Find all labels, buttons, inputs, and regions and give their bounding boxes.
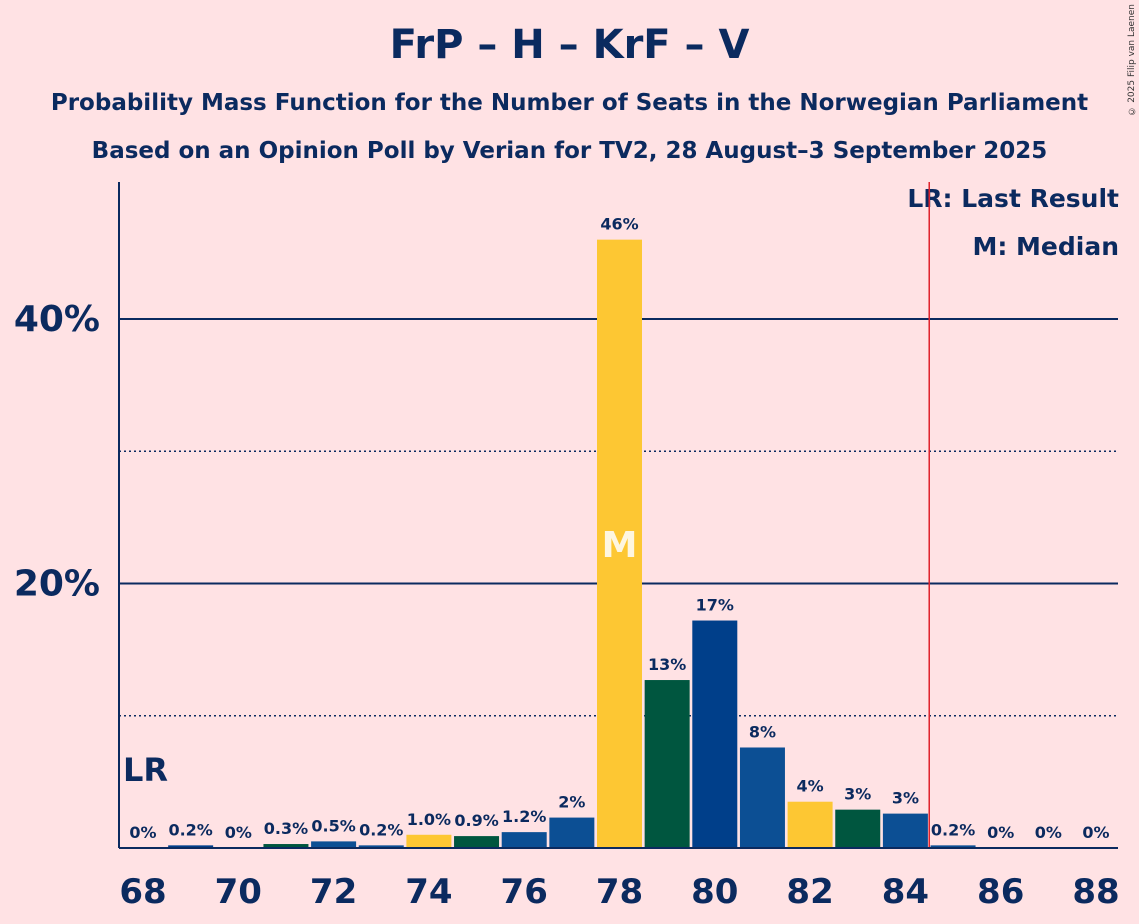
x-tick-label-72: 72	[310, 872, 357, 912]
bar-value-label-72: 0.5%	[311, 816, 355, 835]
bar-seat-71	[263, 844, 309, 848]
bar-value-label-81: 8%	[749, 722, 776, 741]
bar-seat-82	[787, 801, 833, 848]
bar-seat-77	[549, 817, 595, 848]
bar-value-label-74: 1.0%	[407, 810, 451, 829]
bar-value-label-71: 0.3%	[264, 819, 308, 838]
bar-value-label-77: 2%	[558, 793, 585, 812]
bar-value-label-84: 3%	[892, 789, 919, 808]
x-tick-label-86: 86	[977, 872, 1024, 912]
legend-last-result: LR: Last Result	[907, 184, 1119, 213]
bar-seat-83	[835, 809, 881, 848]
bar-value-label-78: 46%	[600, 215, 638, 234]
bar-seat-74	[406, 834, 452, 848]
bar-value-label-83: 3%	[844, 785, 871, 804]
bar-seat-69	[168, 845, 214, 848]
bar-seat-85	[930, 845, 976, 848]
bar-value-label-82: 4%	[797, 777, 824, 796]
bar-value-label-85: 0.2%	[931, 820, 975, 839]
x-tick-label-70: 70	[215, 872, 262, 912]
legend-median: M: Median	[972, 232, 1119, 261]
x-tick-label-68: 68	[119, 872, 166, 912]
bar-value-label-80: 17%	[696, 596, 734, 615]
bar-value-label-87: 0%	[1035, 823, 1062, 842]
bar-seat-78	[597, 239, 642, 848]
bar-seat-76	[501, 832, 547, 848]
bar-value-label-73: 0.2%	[359, 820, 403, 839]
bar-value-label-86: 0%	[987, 823, 1014, 842]
chart-source: Based on an Opinion Poll by Verian for T…	[91, 138, 1048, 164]
last-result-marker: LR	[123, 751, 168, 789]
bar-value-label-76: 1.2%	[502, 807, 546, 826]
y-tick-label-40: 40%	[14, 299, 100, 340]
bar-value-label-75: 0.9%	[454, 811, 498, 830]
bar-seat-80	[692, 620, 738, 848]
chart-title: FrP – H – KrF – V	[389, 22, 750, 68]
x-tick-label-88: 88	[1072, 872, 1119, 912]
bar-seat-84	[882, 813, 928, 848]
bar-value-label-68: 0%	[129, 823, 156, 842]
bar-value-label-88: 0%	[1082, 823, 1109, 842]
bar-value-label-69: 0.2%	[168, 820, 212, 839]
x-tick-label-76: 76	[501, 872, 548, 912]
bar-seat-75	[454, 836, 500, 848]
chart-subtitle: Probability Mass Function for the Number…	[50, 90, 1089, 116]
bar-seat-81	[739, 747, 785, 848]
bar-seat-79	[644, 680, 690, 848]
x-tick-label-84: 84	[882, 872, 929, 912]
bar-value-label-70: 0%	[225, 823, 252, 842]
y-tick-label-20: 20%	[14, 564, 100, 605]
x-tick-label-82: 82	[786, 872, 833, 912]
x-tick-label-80: 80	[691, 872, 738, 912]
x-tick-label-74: 74	[405, 872, 452, 912]
bar-value-label-79: 13%	[648, 655, 686, 674]
x-tick-label-78: 78	[596, 872, 643, 912]
median-marker: M	[602, 525, 638, 566]
bar-seat-72	[311, 841, 357, 848]
bar-seat-73	[358, 845, 404, 848]
